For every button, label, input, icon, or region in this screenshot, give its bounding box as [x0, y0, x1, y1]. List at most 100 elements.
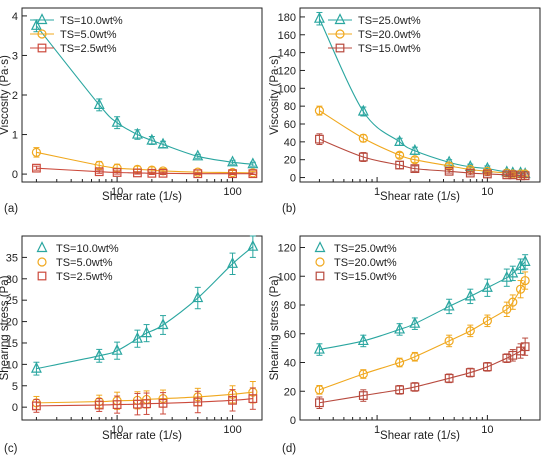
- data-point: [409, 143, 421, 155]
- y-axis-label: Shearing stress (Pa): [269, 275, 281, 380]
- legend-label: TS=5.0wt%: [60, 29, 117, 41]
- data-point: [314, 385, 325, 395]
- legend-label: TS=20.0wt%: [358, 29, 421, 41]
- data-point: [395, 160, 405, 170]
- y-tick-label: 100: [278, 83, 296, 95]
- data-point: [464, 289, 476, 301]
- x-tick-label: 10: [481, 186, 493, 198]
- data-point: [157, 318, 169, 330]
- data-point: [248, 394, 258, 404]
- data-point: [93, 98, 105, 109]
- data-point: [314, 106, 325, 116]
- y-axis-label: Viscosity (Pa·s): [0, 55, 11, 135]
- data-point: [112, 168, 122, 177]
- data-point: [94, 167, 104, 177]
- legend-label: TS=10.0wt%: [60, 15, 123, 27]
- data-point: [141, 326, 153, 338]
- y-tick-label: 120: [278, 243, 296, 255]
- data-point: [315, 134, 324, 144]
- legend-label: TS=15.0wt%: [358, 43, 421, 55]
- data-point: [94, 400, 104, 410]
- data-point: [193, 397, 203, 407]
- data-point: [30, 361, 42, 373]
- y-tick-label: 35: [6, 252, 18, 264]
- data-point: [482, 169, 492, 179]
- legend: TS=25.0wt% TS=20.0wt% TS=15.0wt%: [328, 13, 421, 55]
- data-point: [133, 399, 142, 409]
- data-point: [482, 316, 492, 326]
- data-point: [516, 171, 525, 181]
- legend-marker: [335, 29, 345, 39]
- legend-marker: [334, 13, 346, 25]
- data-point: [227, 155, 239, 167]
- data-point: [443, 299, 455, 311]
- data-point: [248, 169, 258, 179]
- x-axis-label: Shear rate (1/s): [102, 191, 182, 203]
- plot-frame: [299, 7, 541, 183]
- data-point: [465, 326, 475, 336]
- legend-label: TS=20.0wt%: [334, 257, 397, 269]
- data-point: [394, 322, 406, 334]
- legend-marker: [315, 271, 325, 281]
- y-tick-label: 3: [12, 50, 18, 62]
- legend-marker: [37, 271, 47, 281]
- legend-label: TS=25.0wt%: [358, 15, 421, 27]
- data-point: [395, 357, 405, 368]
- y-tick-label: 15: [6, 338, 18, 350]
- data-point: [358, 133, 368, 143]
- y-tick-label: 5: [12, 381, 18, 393]
- data-point: [444, 373, 454, 383]
- legend: TS=25.0wt% TS=20.0wt% TS=15.0wt%: [314, 241, 397, 283]
- data-point: [465, 168, 475, 178]
- legend-marker: [315, 257, 325, 267]
- data-point: [111, 343, 123, 355]
- plot-frame: [21, 7, 263, 183]
- data-point: [502, 353, 512, 363]
- data-point: [32, 401, 41, 411]
- data-point: [519, 255, 531, 266]
- legend-label: TS=15.0wt%: [334, 271, 397, 283]
- legend-marker: [314, 241, 326, 253]
- x-tick-label: 1: [374, 424, 380, 436]
- y-axis-label: Viscosity (Pa·s): [269, 55, 281, 135]
- series-1: [313, 254, 531, 356]
- data-point: [507, 266, 519, 278]
- data-point: [30, 18, 42, 30]
- data-point: [357, 104, 369, 116]
- y-tick-label: 20: [284, 386, 296, 398]
- y-tick-label: 0: [290, 415, 296, 427]
- series-3: [32, 387, 258, 416]
- data-point: [395, 385, 405, 395]
- x-tick-label: 100: [223, 186, 241, 198]
- y-tick-label: 80: [284, 101, 296, 113]
- data-point: [193, 169, 203, 179]
- data-point: [111, 115, 123, 127]
- series-2: [314, 271, 530, 395]
- data-point: [520, 275, 530, 286]
- fit-line: [319, 346, 526, 404]
- y-tick-label: 0: [12, 169, 18, 181]
- data-point: [395, 150, 405, 160]
- y-tick-label: 20: [6, 317, 18, 329]
- data-point: [227, 256, 239, 268]
- y-tick-label: 60: [284, 329, 296, 341]
- panel-tag: (b): [282, 203, 296, 215]
- data-point: [93, 348, 105, 360]
- legend-label: TS=2.5wt%: [56, 271, 113, 283]
- legend-marker: [37, 29, 47, 39]
- y-tick-label: 25: [6, 295, 18, 307]
- data-point: [410, 155, 420, 165]
- legend: TS=10.0wt% TS=5.0wt% TS=2.5wt%: [30, 13, 123, 55]
- y-tick-label: 10: [6, 359, 18, 371]
- legend-marker: [335, 43, 345, 53]
- data-point: [228, 395, 237, 405]
- data-point: [31, 147, 42, 157]
- data-point: [410, 382, 420, 392]
- data-point: [131, 331, 143, 343]
- legend-marker: [36, 241, 48, 253]
- chart-panel-1: 10 100 0 1 2 3 4 Shear rate (1/s) Viscosity (Pa·…: [0, 7, 263, 215]
- data-point: [315, 398, 324, 408]
- data-point: [444, 336, 454, 346]
- y-tick-label: 100: [278, 271, 296, 283]
